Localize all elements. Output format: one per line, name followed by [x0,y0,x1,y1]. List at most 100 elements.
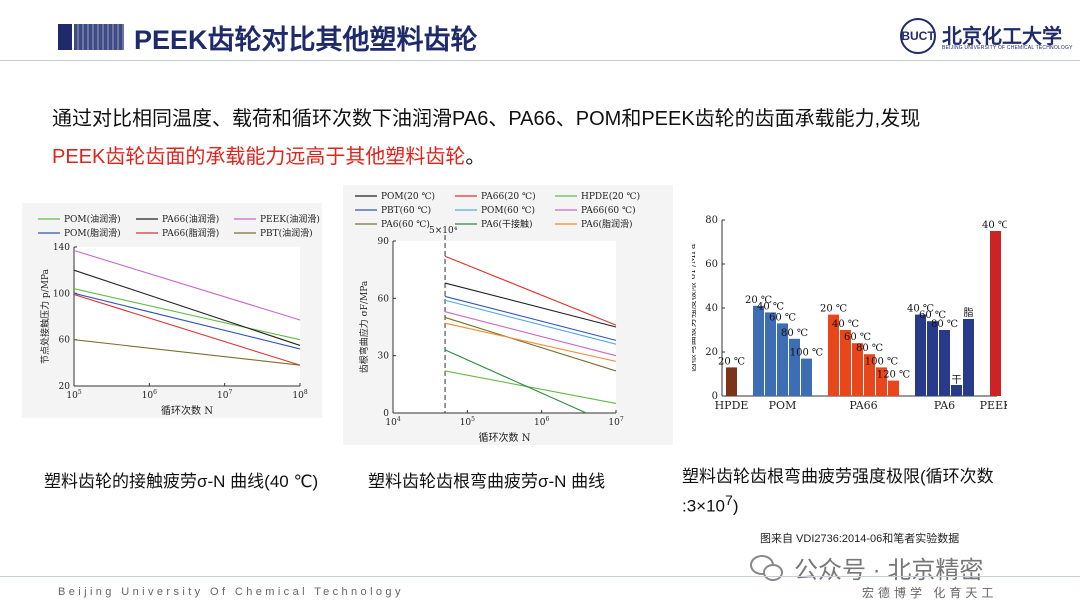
legend-label: PA6(脂润滑) [581,218,632,230]
header-divider [0,60,1080,61]
bar [963,319,974,396]
x-tick-label: 106 [534,416,549,428]
y-tick-label: 100 [53,289,70,299]
bar [990,231,1001,396]
footer-university-en: Beijing University Of Chemical Technolog… [58,586,404,598]
plot-area [74,247,300,386]
bar-label: 40 ℃ [907,304,934,315]
bar-label: 20 ℃ [745,295,772,306]
contact-fatigue-chart-svg: 20 60 100 140 105 106 107 108 循环次数 N 节点处接触压力 p/MP… [38,213,320,417]
bar [927,321,938,396]
caption-bending-limit-sup: 7 [725,493,733,509]
bar-label: 20 ℃ [718,356,745,367]
bar-label: 60 ℃ [919,310,946,321]
group-label: PEEK [980,399,1007,412]
y-tick-label: 0 [712,391,718,402]
series-line [73,339,301,366]
legend-label: PA66(油润滑) [162,213,219,225]
bar [753,305,764,396]
y-axis-title: 节点处接触压力 p/MPa [39,268,51,364]
series-line [73,292,301,350]
legend-label: POM(油润滑) [64,213,121,225]
bar-label: 100 ℃ [790,348,823,359]
x-tick-label: 106 [142,389,157,401]
y-axis-title: 齿根弯曲疲劳强度极限 σF/MPa [692,243,698,372]
caption-bending-fatigue: 塑料齿轮齿根弯曲疲劳σ-N 曲线 [368,472,606,491]
bar-label: 80 ℃ [931,319,958,330]
y-tick-label: 0 [383,409,389,419]
header: PEEK齿轮对比其他塑料齿轮 BUCT 北京化工大学 BEIJING UNIVE… [0,0,1080,72]
caption-bending-limit: 塑料齿轮齿根弯曲疲劳强度极限(循环次数 :3×107) [682,465,1012,519]
group-label: PA66 [849,399,877,412]
bar-label: 20 ℃ [820,304,847,315]
bending-limit-bar-chart: 0 20 40 60 80 齿根弯曲疲劳强度极限 σF/MPa 20 ℃ 20 ℃ 40 ℃ 60… [692,206,1007,416]
legend-label: PA6(60 ℃) [381,219,430,230]
series-line [73,249,301,321]
x-tick-label: 104 [385,416,400,428]
title-accent-stripes [74,24,124,50]
bar-label: 40 ℃ [832,319,859,330]
x-tick-label: 107 [217,389,232,401]
university-seal-icon: BUCT [900,18,936,54]
y-axis-title: 齿根弯曲应力 σF/MPa [358,280,370,373]
y-tick-label: 40 [705,303,718,314]
bar [777,323,788,396]
intro-line-2: PEEK齿轮齿面的承载能力远高于其他塑料齿轮。 [52,138,1042,176]
title-accent-bar [58,24,72,50]
page-title: PEEK齿轮对比其他塑料齿轮 [134,25,478,55]
x-axis-title: 循环次数 N [479,431,531,444]
bar-label: 脂 [964,306,974,319]
intro-line-1: 通过对比相同温度、载荷和循环次数下油润滑PA6、PA66、POM和PEEK齿轮的… [52,108,921,130]
bar [864,354,875,396]
bar-label: 80 ℃ [781,328,808,339]
group-label: HPDE [715,399,749,412]
y-tick-label: 20 [705,347,718,358]
bar [951,385,962,396]
bar-label: 40 ℃ [757,301,784,312]
wechat-icon [750,553,786,583]
series-line [444,255,617,326]
intro-line-2-tail: 。 [465,146,486,168]
bar [789,338,800,396]
bar-label: 100 ℃ [865,356,898,367]
x-tick-label: 107 [608,416,623,428]
bar [765,312,776,396]
university-logo: BUCT 北京化工大学 BEIJING UNIVERSITY OF CHEMIC… [900,18,1072,58]
series-line [444,370,617,404]
series-line [73,288,301,341]
intro-highlight: PEEK齿轮齿面的承载能力远高于其他塑料齿轮 [52,146,466,168]
footer-motto: 宏德博学 化育天工 [862,586,998,600]
x-tick-label: 105 [460,416,475,428]
intro-paragraph: 通过对比相同温度、载荷和循环次数下油润滑PA6、PA66、POM和PEEK齿轮的… [52,100,1042,176]
series-line [73,293,301,366]
legend-label: PBT(油润滑) [260,227,313,239]
legend-label: PBT(60 ℃) [381,205,431,216]
group-label: POM [769,399,797,412]
footer-divider [0,576,1080,577]
bar [726,367,737,396]
series-line [444,316,617,372]
series-line [73,269,301,346]
bar-label: 干 [952,375,962,386]
series-line [444,311,617,357]
x-tick-label: 108 [292,389,307,401]
bar-label: 120 ℃ [877,370,910,381]
y-tick-label: 60 [705,259,718,270]
source-note: 图来自 VDI2736:2014-06和笔者实验数据 [760,533,960,545]
bar [828,314,839,396]
legend-label: PA6(干接触) [481,218,532,230]
bending-fatigue-chart-svg: 0 30 60 90 104 105 106 107 5×10⁴ 循环次数 N 齿根弯曲应力 σF/… [355,191,640,444]
x-tick-label: 105 [66,389,81,401]
annotation-label: 5×10⁴ [429,226,458,236]
y-tick-label: 30 [378,352,390,362]
caption-contact-fatigue: 塑料齿轮的接触疲劳σ-N 曲线(40 ℃) [44,472,319,491]
legend-label: PA66(脂润滑) [162,227,219,239]
watermark-text: 公众号 · 北京精密 [794,557,984,584]
bar-label: 80 ℃ [856,343,883,354]
y-tick-label: 90 [378,237,390,247]
group-label: PA6 [934,399,955,412]
legend-label: POM(60 ℃) [481,205,535,216]
series-line [444,349,587,414]
caption-bending-limit-main: 塑料齿轮齿根弯曲疲劳强度极限(循环次数 :3×10 [682,467,994,516]
